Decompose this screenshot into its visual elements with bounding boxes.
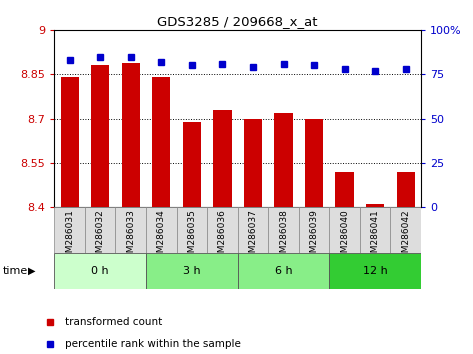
Bar xyxy=(366,204,384,207)
Bar xyxy=(237,253,329,289)
Text: GSM286041: GSM286041 xyxy=(371,210,380,264)
Bar xyxy=(54,253,146,289)
Text: GSM286035: GSM286035 xyxy=(187,210,196,264)
Text: GSM286038: GSM286038 xyxy=(279,210,288,264)
Bar xyxy=(299,207,329,253)
Text: transformed count: transformed count xyxy=(65,317,162,327)
Bar xyxy=(61,77,79,207)
Text: ▶: ▶ xyxy=(28,266,35,276)
Bar xyxy=(146,253,237,289)
Text: GSM286033: GSM286033 xyxy=(126,210,135,264)
Text: GSM286036: GSM286036 xyxy=(218,210,227,264)
Text: percentile rank within the sample: percentile rank within the sample xyxy=(65,339,241,349)
Bar xyxy=(390,207,421,253)
Text: GSM286032: GSM286032 xyxy=(96,210,105,264)
Text: 0 h: 0 h xyxy=(91,266,109,276)
Bar xyxy=(122,63,140,207)
Bar xyxy=(183,121,201,207)
Title: GDS3285 / 209668_x_at: GDS3285 / 209668_x_at xyxy=(158,15,318,28)
Bar xyxy=(237,207,268,253)
Text: 6 h: 6 h xyxy=(275,266,292,276)
Text: time: time xyxy=(2,266,27,276)
Text: GSM286031: GSM286031 xyxy=(65,210,74,264)
Bar xyxy=(115,207,146,253)
Bar xyxy=(396,172,415,207)
Bar xyxy=(176,207,207,253)
Text: GSM286034: GSM286034 xyxy=(157,210,166,264)
Bar xyxy=(85,207,115,253)
Bar xyxy=(329,253,421,289)
Text: GSM286040: GSM286040 xyxy=(340,210,349,264)
Bar xyxy=(244,119,262,207)
Bar xyxy=(329,207,360,253)
Text: GSM286042: GSM286042 xyxy=(401,210,410,264)
Bar xyxy=(360,207,390,253)
Text: GSM286039: GSM286039 xyxy=(309,210,318,264)
Bar xyxy=(274,113,293,207)
Text: GSM286037: GSM286037 xyxy=(248,210,257,264)
Text: 12 h: 12 h xyxy=(363,266,387,276)
Bar xyxy=(54,207,85,253)
Bar xyxy=(207,207,237,253)
Bar xyxy=(91,65,109,207)
Bar xyxy=(268,207,299,253)
Bar xyxy=(305,119,323,207)
Bar xyxy=(146,207,176,253)
Bar xyxy=(152,77,170,207)
Text: 3 h: 3 h xyxy=(183,266,201,276)
Bar xyxy=(213,110,232,207)
Bar xyxy=(335,172,354,207)
